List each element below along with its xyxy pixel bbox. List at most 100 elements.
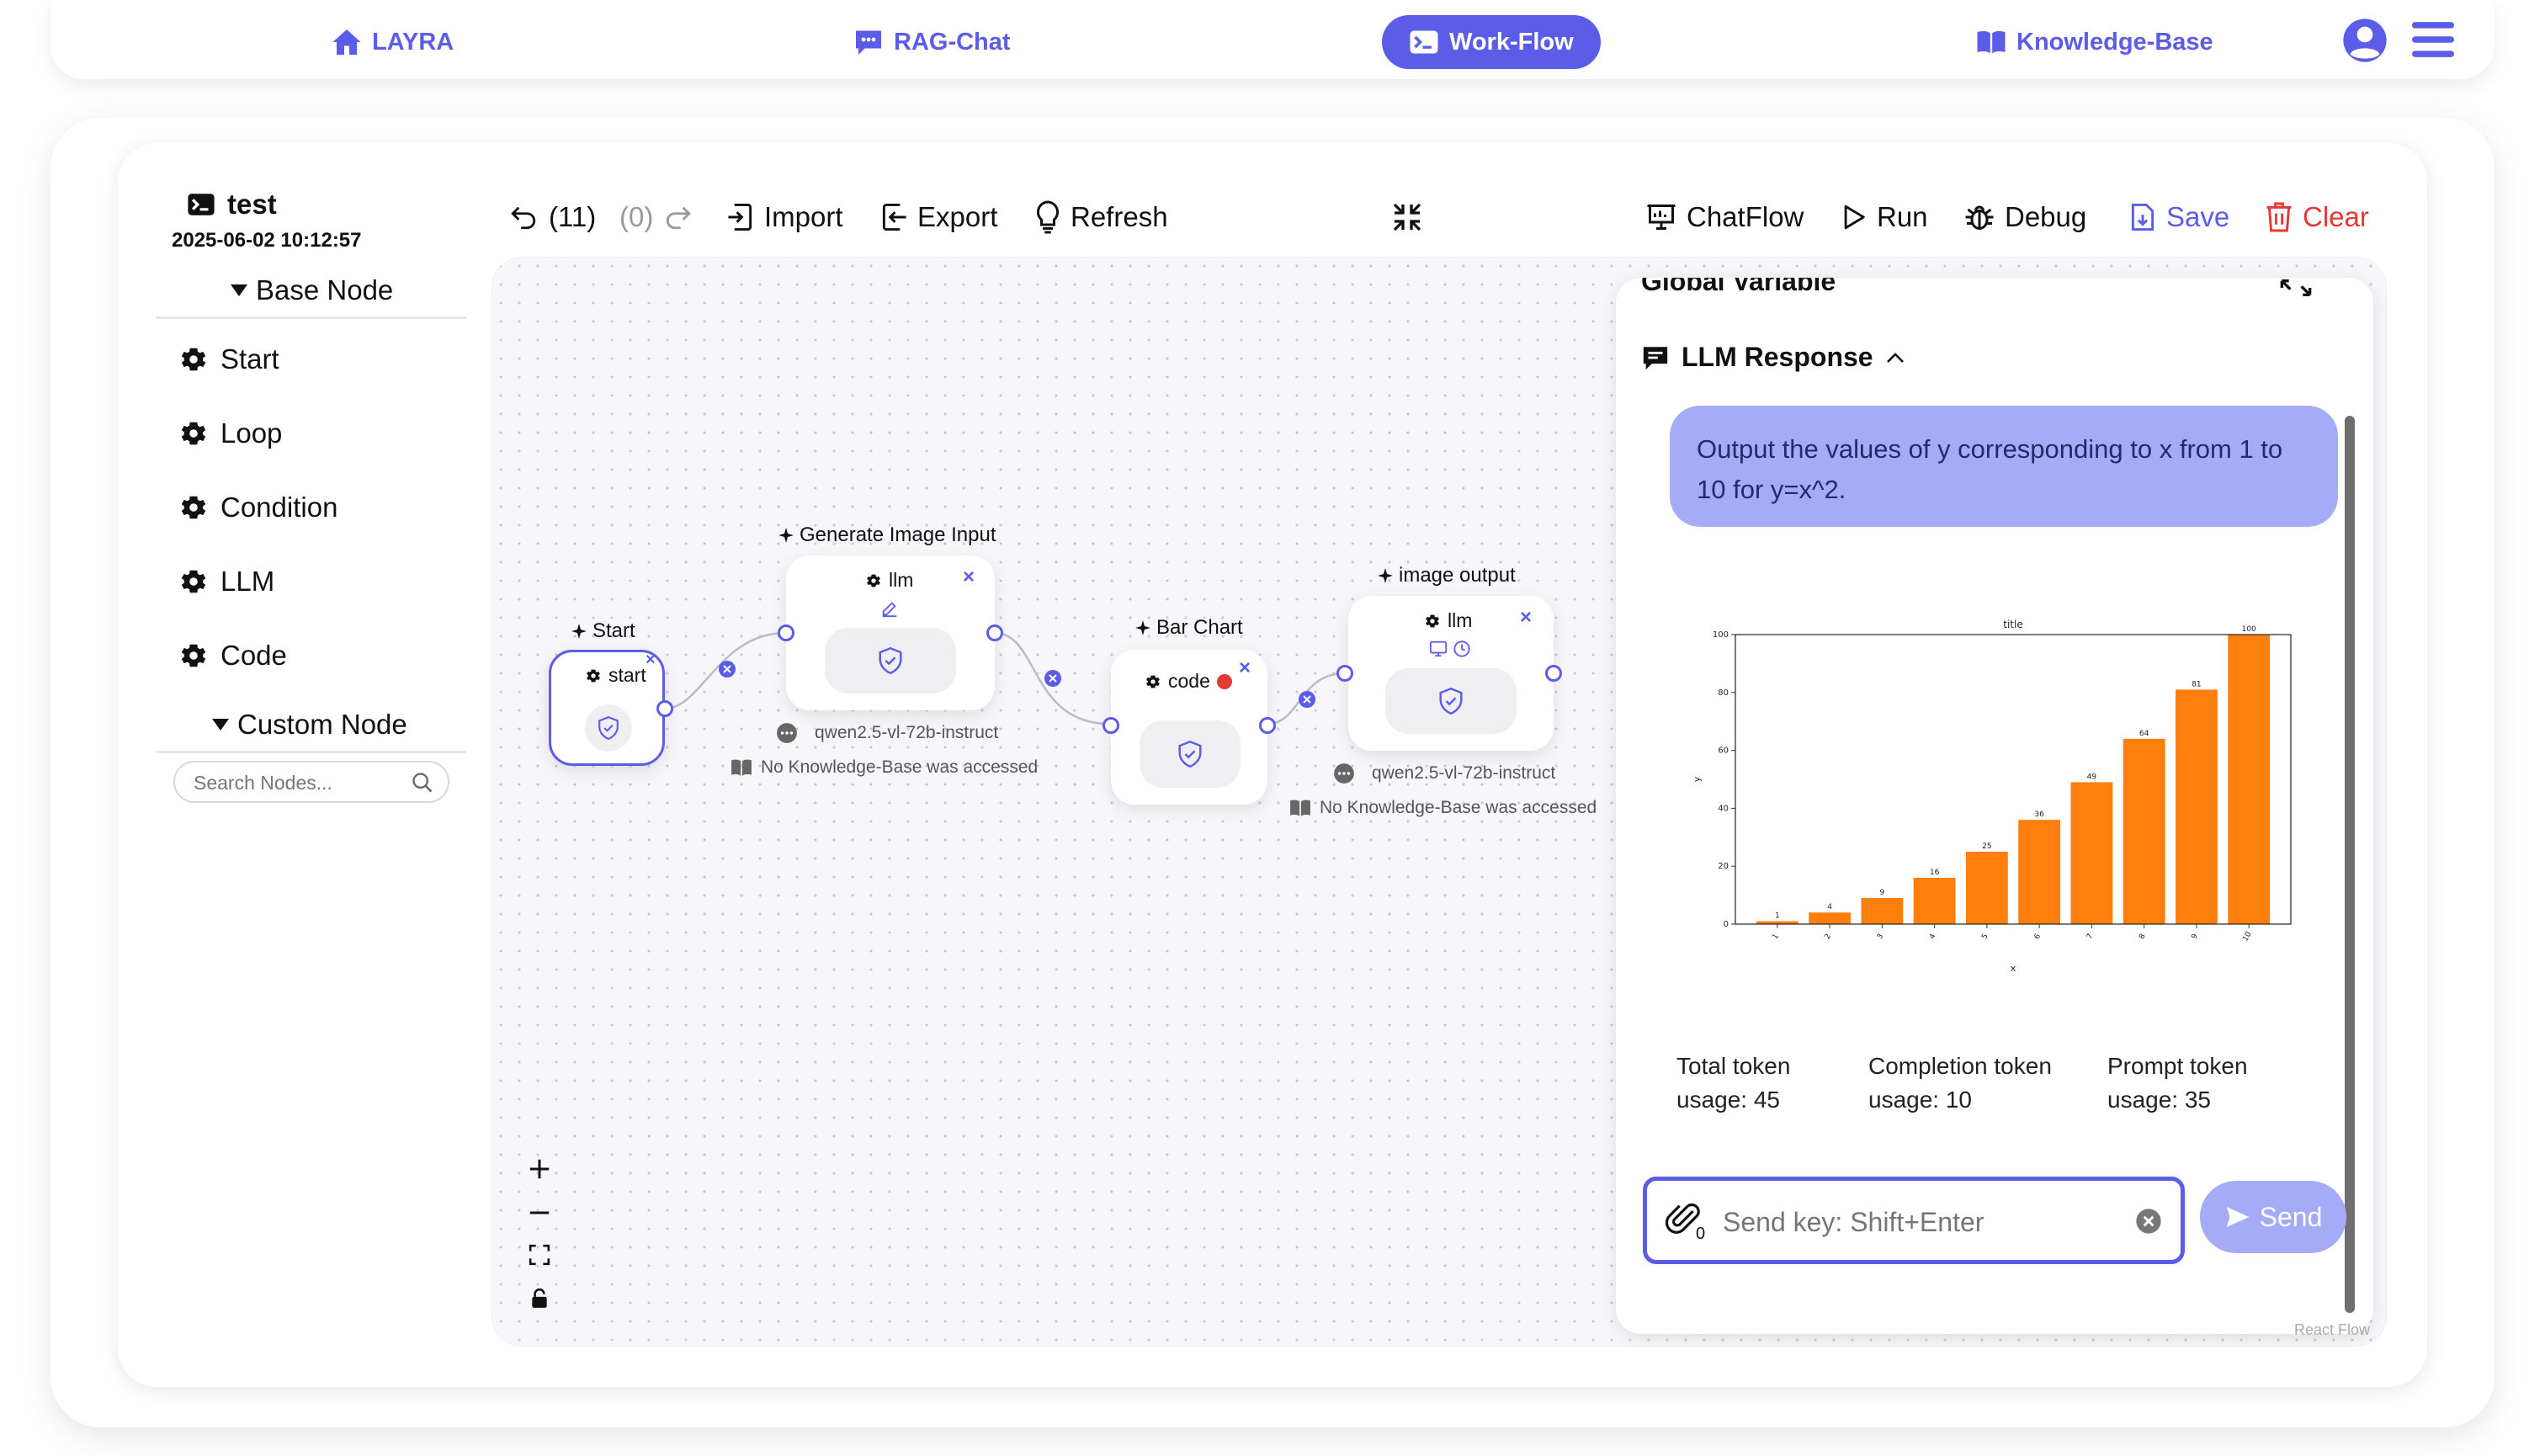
expand-icon[interactable] (2279, 278, 2313, 298)
node-handle-out[interactable] (986, 624, 1003, 641)
x-tick-label: 2 (1824, 933, 1834, 941)
node-handle-out[interactable] (1259, 717, 1276, 734)
chatflow-button[interactable]: ChatFlow (1646, 199, 1804, 236)
bar (2070, 782, 2113, 924)
send-icon (2226, 1207, 2249, 1227)
node-handle-out[interactable] (656, 700, 673, 717)
menu-icon[interactable] (2412, 20, 2454, 59)
shield-icon (598, 716, 619, 740)
node-handle-out[interactable] (1545, 665, 1562, 682)
x-tick-label: 4 (1928, 933, 1938, 941)
collapse-icon[interactable] (1390, 200, 1424, 234)
nav-home-label: LAYRA (372, 28, 454, 56)
sidebar-item-loop[interactable]: Loop (178, 417, 282, 449)
node-image-output[interactable]: llm × (1348, 596, 1554, 751)
node-handle-in[interactable] (1102, 717, 1119, 734)
sidebar-item-label: LLM (220, 566, 275, 597)
lock-icon[interactable] (530, 1288, 549, 1310)
search-icon[interactable] (411, 771, 434, 794)
sidebar-item-label: Start (220, 343, 279, 375)
run-button[interactable]: Run (1841, 199, 1928, 236)
node-handle-in[interactable] (1336, 665, 1353, 682)
nav-workflow-label: Work-Flow (1449, 28, 1574, 56)
import-button[interactable]: Import (727, 199, 843, 236)
x-tick-label: 8 (2138, 933, 2148, 941)
global-variable-header[interactable]: Global Variable (1641, 278, 1836, 297)
node-start[interactable]: start × (549, 650, 665, 766)
edge-start-gen[interactable] (664, 631, 787, 710)
node-action-button[interactable] (585, 704, 632, 752)
node-action-button[interactable] (1140, 720, 1241, 788)
y-axis-label: y (1692, 776, 1703, 782)
bar-value-label: 16 (1930, 869, 1940, 877)
sidebar-item-code[interactable]: Code (178, 640, 287, 672)
chat-icon (856, 30, 881, 55)
save-button[interactable]: Save (2129, 199, 2229, 236)
gear-icon (587, 669, 600, 682)
nav-chat-link[interactable]: RAG-Chat (853, 15, 1011, 69)
nav-home-link[interactable]: LAYRA (332, 15, 454, 69)
node-action-button[interactable] (825, 628, 956, 693)
zoom-in-icon[interactable] (527, 1156, 552, 1182)
total-token-usage: Total token usage: 45 (1676, 1053, 1791, 1113)
gear-icon (867, 574, 880, 587)
sidebar-item-llm[interactable]: LLM (178, 566, 274, 598)
debug-button[interactable]: Debug (1964, 199, 2086, 236)
monitor-icon[interactable] (1429, 640, 1448, 658)
user-message-text: Output the values of y corresponding to … (1697, 434, 2283, 504)
workflow-name: test (227, 189, 277, 220)
node-title-label: image output (1399, 564, 1516, 587)
node-label-text: llm (1448, 609, 1473, 631)
node-handle-in[interactable] (778, 624, 794, 641)
user-avatar-icon[interactable] (2341, 17, 2388, 64)
nav-kb-link[interactable]: Knowledge-Base (1976, 15, 2213, 69)
fit-view-icon[interactable] (529, 1244, 550, 1266)
sparkle-icon (778, 528, 794, 543)
sidebar-item-start[interactable]: Start (178, 343, 279, 375)
sparkle-icon (1378, 568, 1393, 583)
node-model: qwen2.5-vl-72b-instruct (776, 722, 998, 744)
clear-input-icon[interactable] (2135, 1208, 2162, 1235)
paperclip-icon[interactable] (1666, 1199, 1703, 1238)
bar (1913, 877, 1956, 924)
edges-layer (664, 631, 1346, 725)
error-status-dot (1216, 673, 1232, 689)
zoom-out-icon[interactable] (527, 1200, 552, 1225)
close-icon[interactable]: × (1520, 606, 1533, 629)
send-button[interactable]: Send (2200, 1181, 2346, 1253)
redo-icon (667, 206, 692, 230)
search-nodes-input[interactable] (192, 769, 406, 796)
node-bar-chart[interactable]: code × (1111, 650, 1267, 805)
undo-button[interactable]: (11) (508, 199, 596, 236)
export-button[interactable]: Export (880, 199, 997, 236)
bar-chart-image: title 0 20 40 60 80 100 1 1 4 2 9 3 16 4 25 5 36 6 49 7 64 8 81… (1675, 613, 2306, 983)
bar-value-label: 25 (1982, 842, 1991, 851)
x-tick-label: 7 (2085, 933, 2096, 941)
custom-node-header[interactable]: Custom Node (212, 709, 407, 741)
refresh-button[interactable]: Refresh (1035, 199, 1168, 236)
trash-icon (2266, 202, 2292, 232)
clear-button[interactable]: Clear (2266, 199, 2369, 236)
close-icon[interactable]: × (1239, 656, 1251, 679)
panel-scrollbar[interactable] (2345, 416, 2355, 1313)
close-icon[interactable]: × (646, 651, 656, 669)
node-generate-image-input[interactable]: llm × (786, 555, 995, 710)
redo-button[interactable]: (0) (619, 199, 693, 236)
clock-icon[interactable] (1453, 640, 1471, 658)
node-action-button[interactable] (1385, 668, 1517, 734)
base-node-header[interactable]: Base Node (231, 274, 393, 306)
node-label-text: llm (889, 569, 914, 591)
edge-gen-bar[interactable] (994, 631, 1110, 725)
close-icon[interactable]: × (963, 566, 975, 588)
react-flow-attribution[interactable]: React Flow (2294, 1321, 2371, 1338)
chevron-up-icon (1886, 352, 1904, 363)
y-tick-label: 20 (1718, 862, 1729, 871)
nav-workflow-link[interactable]: Work-Flow (1382, 15, 1601, 69)
llm-response-header[interactable]: LLM Response (1641, 342, 1905, 373)
edit-icon[interactable] (880, 599, 899, 618)
message-input[interactable] (1721, 1201, 2120, 1243)
shield-icon (1178, 741, 1202, 768)
sidebar-item-condition[interactable]: Condition (178, 492, 337, 523)
shield-icon (1439, 688, 1463, 715)
caret-down-icon (231, 284, 247, 296)
